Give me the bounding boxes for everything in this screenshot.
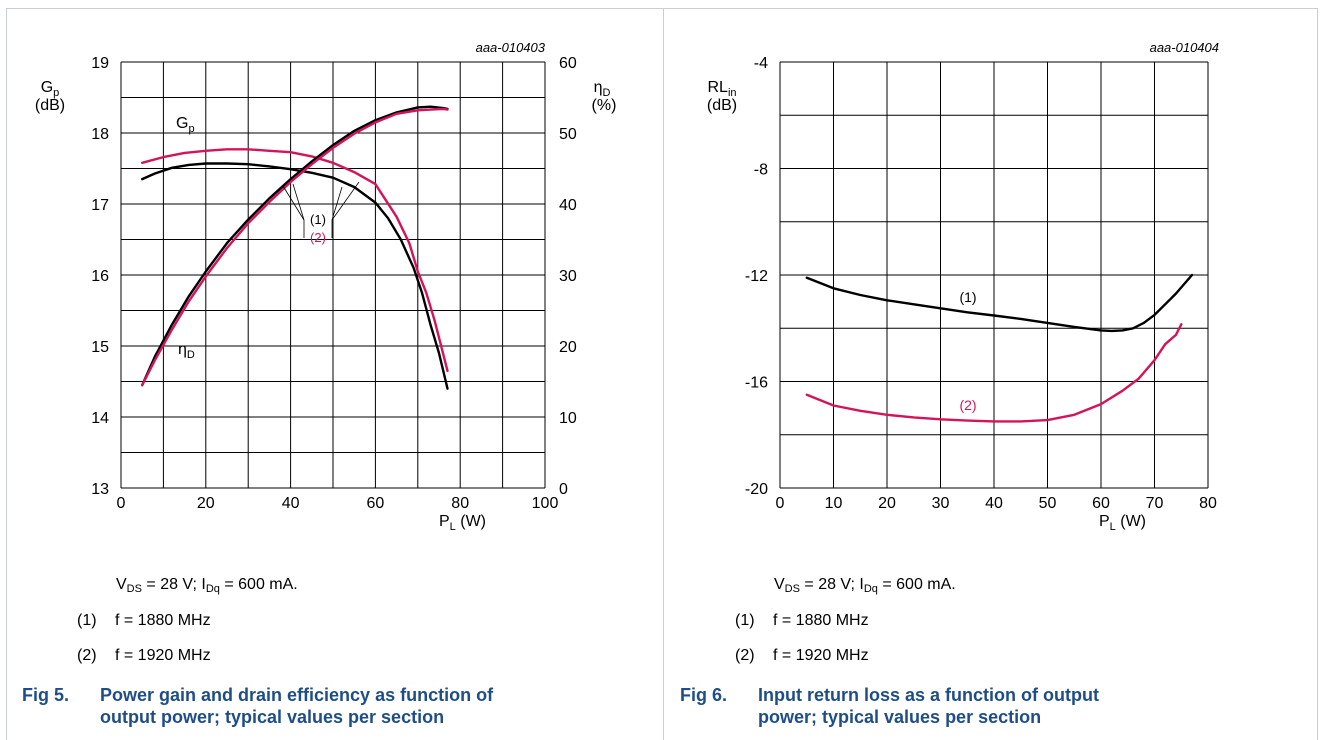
figure-6-caption: Fig 6. Input return loss as a function of… (680, 685, 1099, 727)
chart1-y-left-tick: 17 (91, 197, 109, 214)
chart1-note-1: (1) f = 1880 MHz (77, 612, 211, 629)
chart1-series-eta-1880 (140, 105, 449, 387)
chart1-grid (120, 61, 546, 489)
chart1-x-tick: 100 (532, 495, 559, 512)
chart1-y-right-label: ηD (594, 79, 611, 99)
chart1-tick-labels: 0 20 40 60 80 100 13 14 15 16 17 18 19 0 10 20 30 40 50 60 (91, 55, 577, 512)
chart1-conditions: VDS = 28 V; IDq = 600 mA. (116, 576, 298, 595)
chart1-y-left-unit: (dB) (35, 97, 65, 114)
chart2-note-2: (2) f = 1920 MHz (735, 647, 869, 664)
chart1-callout-lines (282, 181, 360, 238)
chart1-figure-id: aaa-010403 (476, 40, 546, 55)
chart1-x-tick: 0 (117, 495, 126, 512)
chart1-note-2: (2) f = 1920 MHz (77, 647, 211, 664)
figure-6-frame (663, 8, 1318, 740)
chart1-y-right-tick: 10 (559, 410, 577, 427)
chart1-series-gp-1880 (140, 162, 449, 390)
chart1-x-tick: 60 (367, 495, 385, 512)
chart1-y-right-tick: 60 (559, 55, 577, 72)
chart1-x-tick: 80 (451, 495, 469, 512)
chart1-x-label: PL (W) (439, 513, 486, 533)
chart1-x-tick: 20 (197, 495, 215, 512)
chart-power-gain-efficiency: 0 20 40 60 80 100131415161718190102030405060 … (35, 40, 617, 533)
chart1-annotation-2: (2) (310, 230, 326, 245)
chart1-eta-curve-label: ηD (178, 341, 195, 361)
chart2-note-1: (1) f = 1880 MHz (735, 612, 869, 629)
chart1-y-left-tick: 18 (91, 126, 109, 143)
chart2-conditions: VDS = 28 V; IDq = 600 mA. (774, 576, 956, 595)
chart1-y-left-tick: 14 (91, 410, 109, 427)
chart1-gp-curve-label: Gp (176, 115, 195, 135)
chart1-y-right-tick: 50 (559, 126, 577, 143)
figure-5-caption: Fig 5. Power gain and drain efficiency as… (22, 685, 494, 727)
chart1-y-left-tick: 16 (91, 268, 109, 285)
chart1-series-gp-1920 (140, 148, 449, 372)
chart1-series-eta-1920 (140, 107, 449, 387)
chart1-y-right-tick: 30 (559, 268, 577, 285)
chart1-y-right-tick: 40 (559, 197, 577, 214)
chart1-y-left-tick: 15 (91, 339, 109, 356)
chart1-y-left-tick: 19 (91, 55, 109, 72)
chart1-y-right-unit: (%) (592, 97, 617, 114)
chart1-y-right-tick: 20 (559, 339, 577, 356)
chart1-y-left-tick: 13 (91, 481, 109, 498)
chart1-annotation-1: (1) (310, 212, 326, 227)
chart1-x-tick: 40 (282, 495, 300, 512)
chart1-y-right-tick: 0 (559, 481, 568, 498)
chart1-series (140, 105, 449, 390)
chart1-y-left-label: Gp (41, 79, 60, 99)
